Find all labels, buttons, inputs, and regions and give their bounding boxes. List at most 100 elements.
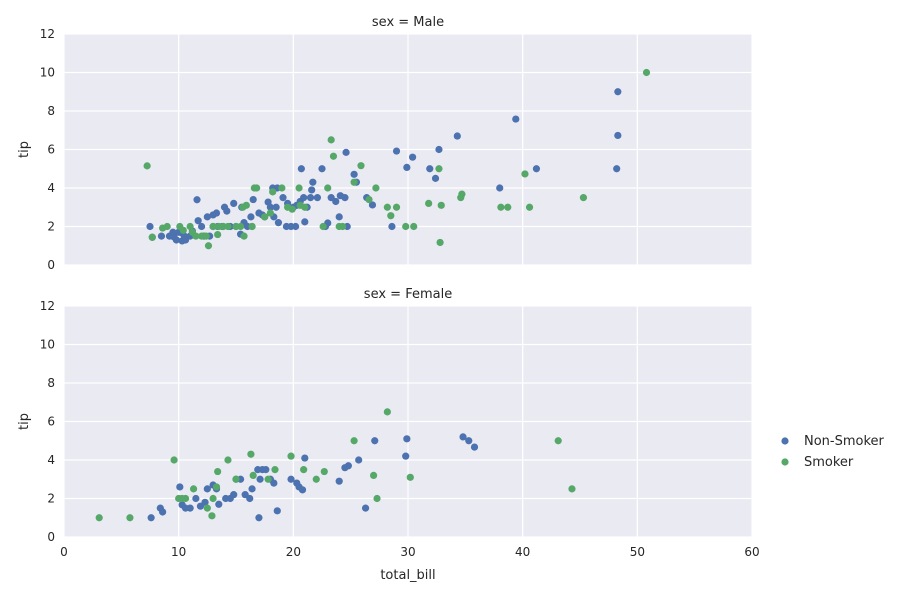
y-axis-label: tip bbox=[17, 141, 32, 158]
data-point bbox=[614, 131, 622, 140]
y-tick-label: 2 bbox=[47, 492, 55, 506]
y-tick-label: 10 bbox=[40, 338, 55, 352]
data-point bbox=[272, 203, 280, 211]
data-point bbox=[269, 188, 277, 196]
data-point bbox=[459, 433, 467, 441]
data-point bbox=[300, 194, 308, 202]
data-point bbox=[368, 201, 377, 209]
data-point bbox=[292, 222, 300, 231]
y-tick-label: 0 bbox=[47, 258, 55, 272]
data-point bbox=[193, 196, 201, 204]
data-point bbox=[470, 443, 479, 451]
data-point bbox=[335, 477, 343, 485]
x-tick-label: 50 bbox=[630, 545, 645, 559]
data-point bbox=[95, 514, 103, 522]
data-point bbox=[255, 514, 263, 522]
data-point bbox=[253, 184, 261, 192]
data-point bbox=[301, 203, 309, 211]
data-point bbox=[313, 194, 322, 202]
data-point bbox=[361, 504, 370, 512]
data-point bbox=[186, 504, 194, 512]
data-point bbox=[295, 184, 303, 192]
data-point bbox=[192, 232, 200, 240]
data-point bbox=[172, 236, 180, 244]
data-point bbox=[402, 452, 410, 460]
data-point bbox=[350, 437, 358, 445]
data-point bbox=[249, 195, 257, 204]
data-point bbox=[247, 213, 255, 221]
data-point bbox=[126, 514, 134, 522]
data-point bbox=[350, 178, 358, 186]
data-point bbox=[287, 452, 295, 460]
legend-marker-non-smoker bbox=[781, 437, 789, 445]
data-point bbox=[192, 494, 200, 503]
data-point bbox=[224, 222, 232, 231]
data-point bbox=[215, 500, 223, 508]
data-point bbox=[387, 212, 395, 220]
y-tick-label: 10 bbox=[40, 66, 55, 80]
legend-label-smoker: Smoker bbox=[804, 455, 854, 470]
data-point bbox=[388, 222, 396, 231]
x-axis-label: total_bill bbox=[380, 568, 435, 583]
data-point bbox=[242, 201, 250, 209]
data-point bbox=[163, 222, 171, 231]
data-point bbox=[159, 508, 167, 516]
data-point bbox=[248, 485, 256, 493]
data-point bbox=[143, 162, 151, 170]
data-point bbox=[329, 152, 338, 160]
data-point bbox=[342, 148, 350, 156]
data-point bbox=[497, 203, 505, 211]
data-point bbox=[458, 190, 466, 198]
data-point bbox=[273, 507, 281, 515]
x-tick-label: 20 bbox=[286, 545, 301, 559]
data-point bbox=[312, 475, 320, 483]
data-point bbox=[332, 197, 340, 206]
data-point bbox=[248, 222, 256, 231]
data-point bbox=[203, 485, 211, 493]
data-point bbox=[279, 194, 287, 202]
y-tick-label: 6 bbox=[47, 143, 55, 157]
data-point bbox=[264, 475, 272, 483]
data-point bbox=[287, 475, 295, 483]
data-point bbox=[309, 178, 317, 186]
series-smoker bbox=[143, 68, 651, 250]
y-axis-label: tip bbox=[17, 413, 32, 430]
data-point bbox=[212, 483, 221, 491]
data-point bbox=[270, 479, 278, 487]
data-point bbox=[240, 232, 248, 240]
y-tick-label: 12 bbox=[40, 27, 55, 41]
data-point bbox=[157, 232, 166, 240]
data-point bbox=[392, 203, 401, 211]
data-point bbox=[642, 68, 651, 77]
data-point bbox=[410, 222, 418, 231]
x-tick-label: 0 bbox=[60, 545, 68, 559]
data-point bbox=[266, 203, 274, 211]
series-smoker bbox=[95, 408, 576, 522]
data-point bbox=[373, 494, 381, 503]
data-point bbox=[214, 467, 222, 476]
data-point bbox=[406, 473, 414, 481]
data-point bbox=[392, 147, 401, 155]
data-point bbox=[344, 462, 352, 470]
data-point bbox=[568, 485, 576, 493]
data-point bbox=[320, 467, 328, 476]
data-point bbox=[383, 203, 391, 211]
data-point bbox=[274, 219, 283, 227]
data-point bbox=[247, 450, 255, 458]
data-point bbox=[425, 199, 433, 207]
legend-label-non-smoker: Non-Smoker bbox=[804, 434, 885, 449]
data-point bbox=[355, 456, 363, 464]
data-point bbox=[350, 170, 358, 178]
data-point bbox=[525, 203, 534, 211]
data-point bbox=[203, 504, 211, 512]
data-point bbox=[147, 514, 155, 522]
data-point bbox=[261, 213, 269, 221]
data-point bbox=[189, 485, 198, 493]
data-point bbox=[201, 498, 209, 506]
y-tick-label: 12 bbox=[40, 299, 55, 313]
data-point bbox=[186, 222, 194, 231]
series-non-smoker bbox=[147, 433, 479, 522]
y-tick-label: 2 bbox=[47, 220, 55, 234]
data-point bbox=[223, 207, 231, 215]
data-point bbox=[465, 437, 473, 445]
